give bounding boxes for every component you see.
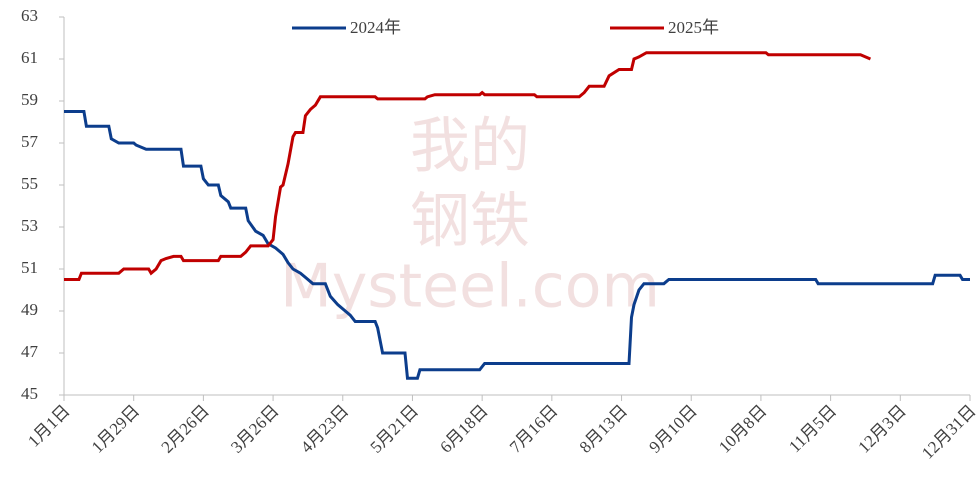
y-tick-label: 47 <box>21 342 39 361</box>
y-tick-label: 57 <box>21 132 39 151</box>
x-tick-label: 8月13日 <box>576 401 632 457</box>
x-tick-label: 5月21日 <box>367 401 423 457</box>
watermark: 我的 <box>410 112 530 182</box>
x-tick-label: 9月10日 <box>645 401 701 457</box>
x-tick-label: 1月29日 <box>88 401 144 457</box>
y-tick-label: 49 <box>21 300 38 319</box>
x-tick-label: 1月1日 <box>24 401 73 450</box>
legend-label: 2024年 <box>350 18 401 37</box>
x-tick-label: 12月31日 <box>918 401 977 463</box>
x-tick-label: 11月5日 <box>785 401 840 456</box>
legend-label: 2025年 <box>668 18 719 37</box>
x-tick-label: 6月18日 <box>436 401 492 457</box>
y-tick-label: 53 <box>21 216 38 235</box>
y-tick-label: 55 <box>21 174 38 193</box>
y-tick-label: 45 <box>21 384 38 403</box>
y-tick-label: 51 <box>21 258 38 277</box>
watermark: Mysteel.com <box>280 252 660 322</box>
y-tick-label: 59 <box>21 90 38 109</box>
y-tick-label: 63 <box>21 6 38 25</box>
y-tick-label: 61 <box>21 48 38 67</box>
x-tick-label: 4月23日 <box>297 401 353 457</box>
line-series <box>64 110 970 380</box>
x-tick-label: 10月8日 <box>715 401 771 457</box>
x-tick-label: 2月26日 <box>157 401 213 457</box>
watermark: 钢铁 <box>410 187 530 257</box>
x-tick-label: 3月26日 <box>227 401 283 457</box>
line-series <box>64 51 872 281</box>
x-tick-label: 12月3日 <box>854 401 910 457</box>
x-tick-label: 7月16日 <box>506 401 562 457</box>
